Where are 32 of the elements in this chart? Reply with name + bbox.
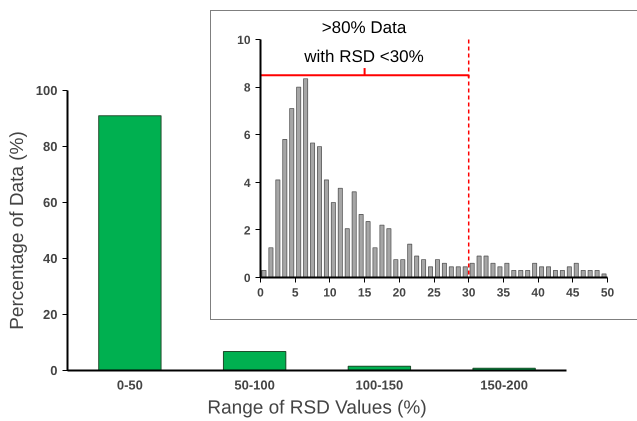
bar: [98, 115, 162, 370]
x-tick-label: 0-50: [116, 378, 143, 392]
x-tick-label: 0: [257, 286, 264, 300]
y-tick-label: 0: [50, 363, 58, 378]
bar: [222, 350, 286, 370]
y-tick-label: 0: [244, 271, 251, 285]
y-tick-label: 2: [244, 223, 251, 238]
x-tick-label: 50: [600, 286, 614, 300]
x-tick-label: 5: [292, 286, 299, 300]
y-tick-label: 60: [43, 195, 58, 210]
y-tick-label: 100: [36, 83, 58, 98]
y-tick-label: 80: [43, 139, 58, 154]
x-axis-title: Range of RSD Values (%): [207, 398, 427, 418]
x-tick-label: 50-100: [234, 378, 275, 392]
y-tick-label: 20: [43, 307, 58, 322]
y-tick-label: 8: [244, 80, 251, 95]
annotation: >80% Data with RSD <30%: [304, 18, 424, 66]
x-tick-label: 10: [323, 286, 337, 300]
x-tick-label: 45: [566, 286, 580, 300]
x-tick-label: 100-150: [356, 378, 404, 392]
y-axis-title: Percentage of Data (%): [6, 131, 28, 330]
y-tick-label: 10: [237, 33, 251, 47]
x-tick-label: 20: [392, 286, 406, 300]
y-tick-label: 6: [244, 128, 251, 142]
y-tick-label: 4: [244, 176, 251, 190]
y-tick-label: 40: [43, 251, 58, 266]
x-tick-label: 150-200: [480, 378, 528, 392]
x-tick-label: 30: [462, 286, 476, 300]
x-tick-label: 40: [531, 286, 546, 300]
x-tick-label: 15: [358, 286, 372, 300]
x-tick-label: 35: [496, 286, 510, 300]
x-tick-label: 25: [427, 286, 441, 300]
